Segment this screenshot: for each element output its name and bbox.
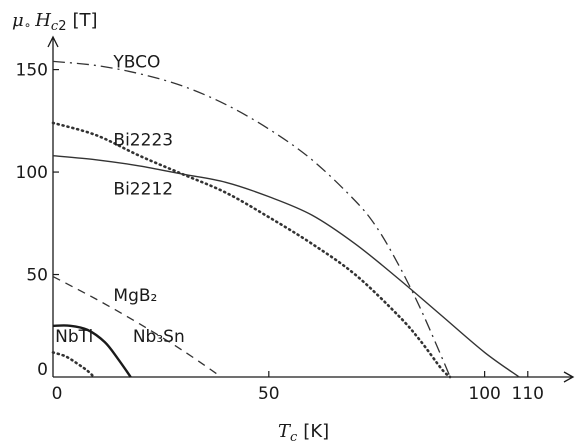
y-axis-arrow-icon (47, 35, 59, 48)
axes (47, 35, 575, 383)
series-lines (51, 60, 520, 379)
series-line-nbti (51, 351, 96, 379)
ticks: 0 50 100 110 0 50 100 150 (16, 61, 544, 404)
y-tick-label: 0 (37, 360, 48, 380)
x-axis-label: Tc [K] (278, 421, 329, 445)
x-axis-arrow-icon (563, 371, 575, 383)
y-tick-label: 150 (16, 61, 48, 81)
x-tick-label: 100 (468, 384, 500, 404)
x-tick-label: 50 (258, 384, 280, 404)
y-tick-label: 50 (26, 266, 48, 286)
series-line-nb-sn (52, 324, 132, 378)
series-label-ybco: YBCO (112, 52, 160, 72)
series-label-nbti: NbTi (55, 327, 93, 347)
x-tick-label: 110 (512, 384, 544, 404)
series-label-mgb-: MgB₂ (113, 286, 157, 306)
series-labels: YBCO Bi2223 Bi2212 MgB₂ Nb₃Sn NbTi (55, 52, 185, 347)
series-label-bi2212: Bi2212 (113, 179, 173, 199)
series-line-mgb- (52, 276, 222, 378)
series-line-ybco (52, 60, 451, 378)
x-tick-label: 0 (52, 384, 63, 404)
series-label-nb-sn: Nb₃Sn (133, 327, 185, 347)
series-label-bi2223: Bi2223 (113, 130, 173, 150)
y-axis-label: μ∘ Hc2 [T] (12, 10, 98, 34)
series-line-bi2212 (52, 154, 520, 378)
y-tick-label: 100 (16, 163, 48, 183)
series-line-bi2223 (51, 121, 452, 379)
